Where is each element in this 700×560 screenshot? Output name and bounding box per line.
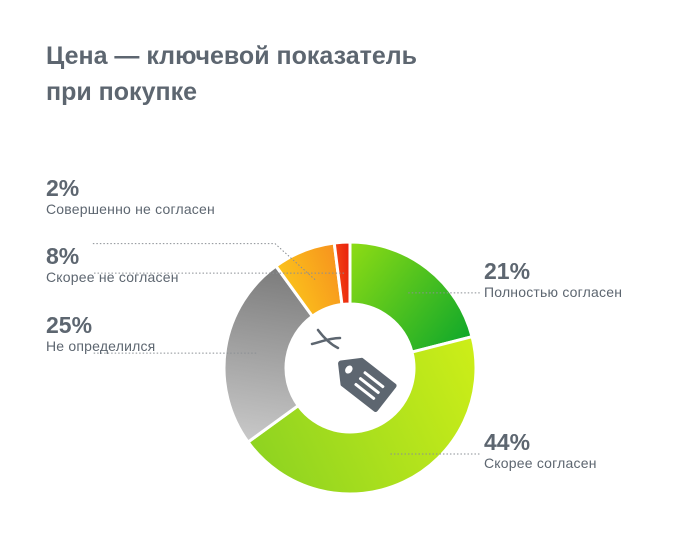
leader-line-скорее-не-согласен	[92, 243, 316, 281]
leader-lines	[92, 243, 480, 455]
donut-segments	[222, 240, 478, 496]
tag-stripe	[358, 377, 380, 395]
value-label: 44%	[484, 429, 531, 455]
chart-title-line-2: при покупке	[46, 78, 197, 106]
category-label: Совершенно не согласен	[46, 201, 215, 217]
tag-hole	[345, 365, 353, 374]
category-label: Не определился	[46, 338, 156, 354]
value-label: 21%	[484, 258, 531, 284]
value-label: 8%	[46, 243, 80, 269]
tag-stripe	[354, 382, 376, 400]
label-undecided: 25% Не определился	[46, 313, 155, 355]
donut-slice-полностью-согласен	[348, 240, 474, 354]
label-rather-agree: 44% Скорее согласен	[484, 430, 597, 472]
chart-title: Цена — ключевой показатель при покупке	[46, 38, 606, 110]
label-rather-disagree: 8% Скорее не согласен	[46, 244, 179, 286]
label-completely-disagree: 2% Совершенно не согласен	[46, 176, 215, 218]
category-label: Скорее не согласен	[46, 269, 179, 285]
price-tag-icon	[310, 328, 397, 413]
donut-slice-скорее-согласен	[246, 335, 478, 496]
label-fully-agree: 21% Полностью согласен	[484, 259, 622, 301]
donut-slice-совершенно-не-согласен	[332, 240, 352, 307]
tag-string	[310, 328, 342, 350]
chart-title-line-1: Цена — ключевой показатель	[46, 42, 417, 70]
category-label: Скорее согласен	[484, 455, 597, 471]
value-label: 2%	[46, 175, 80, 201]
tag-stripe	[363, 371, 385, 389]
donut-slice-не-определился	[222, 264, 314, 444]
value-label: 25%	[46, 312, 93, 338]
category-label: Полностью согласен	[484, 284, 623, 300]
